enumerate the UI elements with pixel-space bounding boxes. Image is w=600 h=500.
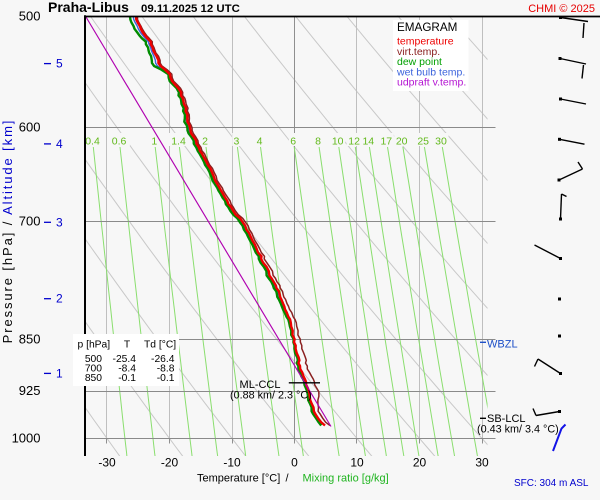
svg-text:wet bulb temp.: wet bulb temp. [396,66,465,78]
svg-text:0.4: 0.4 [85,136,100,148]
svg-text:500: 500 [19,9,41,24]
svg-text:10: 10 [350,455,364,469]
svg-text:5: 5 [56,57,63,71]
svg-text:-20: -20 [161,455,179,469]
svg-text:Temperature [°C]: Temperature [°C] [197,473,280,485]
svg-text:1: 1 [56,366,63,380]
svg-text:ML-CCL: ML-CCL [240,379,281,391]
svg-text:30: 30 [435,136,447,148]
svg-text:1: 1 [151,136,157,148]
svg-text:0: 0 [291,455,298,469]
svg-text:12: 12 [348,136,360,148]
svg-text:SFC: 304 m ASL: SFC: 304 m ASL [514,478,589,489]
svg-text:p [hPa]: p [hPa] [78,340,111,351]
svg-text:14: 14 [362,136,374,148]
svg-text:30: 30 [475,455,489,469]
svg-text:Td [°C]: Td [°C] [144,340,176,351]
svg-text:09.11.2025 12 UTC: 09.11.2025 12 UTC [141,3,240,15]
svg-text:(0.88 km/ 2.3 °C): (0.88 km/ 2.3 °C) [230,390,312,402]
svg-text:600: 600 [19,120,41,135]
svg-text:Praha-Libus: Praha-Libus [48,0,129,15]
svg-text:-8.4: -8.4 [118,364,136,375]
svg-text:2: 2 [202,136,208,148]
svg-text:4: 4 [257,136,263,148]
svg-text:virt.temp.: virt.temp. [397,46,440,58]
svg-text:3: 3 [233,136,239,148]
svg-text:17: 17 [380,136,392,148]
svg-text:2: 2 [56,292,63,306]
svg-text:850: 850 [85,373,102,384]
svg-text:1000: 1000 [12,430,41,445]
svg-text:/: / [286,473,290,485]
svg-text:700: 700 [85,364,102,375]
svg-text:6: 6 [290,136,296,148]
svg-text:850: 850 [19,332,41,347]
svg-text:WBZL: WBZL [487,339,518,351]
svg-text:25: 25 [417,136,429,148]
svg-text:Pressure [hPa] / Altitude [km]: Pressure [hPa] / Altitude [km] [0,119,15,344]
svg-text:-26.4: -26.4 [151,354,175,365]
svg-text:udpraft v.temp.: udpraft v.temp. [397,77,466,89]
svg-text:700: 700 [19,213,41,228]
svg-text:dew point: dew point [397,56,442,68]
svg-text:T: T [124,340,131,351]
svg-text:20: 20 [396,136,408,148]
svg-text:temperature: temperature [397,36,454,48]
svg-text:SB-LCL: SB-LCL [487,413,526,425]
svg-text:3: 3 [56,215,63,229]
svg-text:-10: -10 [223,455,241,469]
svg-text:0.6: 0.6 [112,136,127,148]
svg-text:CHMI © 2025: CHMI © 2025 [528,3,595,15]
svg-text:-8.8: -8.8 [157,364,175,375]
svg-text:10: 10 [332,136,344,148]
svg-text:-0.1: -0.1 [118,373,136,384]
svg-text:(0.43 km/ 3.4 °C): (0.43 km/ 3.4 °C) [477,424,559,436]
svg-text:1.4: 1.4 [171,136,186,148]
svg-text:500: 500 [85,354,102,365]
svg-text:EMAGRAM: EMAGRAM [397,21,457,34]
svg-text:925: 925 [19,383,41,398]
svg-text:Mixing ratio [g/kg]: Mixing ratio [g/kg] [303,473,389,485]
svg-text:20: 20 [413,455,427,469]
svg-text:-0.1: -0.1 [157,373,175,384]
svg-text:-25.4: -25.4 [113,354,137,365]
svg-text:4: 4 [56,137,63,151]
svg-text:8: 8 [315,136,321,148]
svg-text:-30: -30 [98,455,116,469]
